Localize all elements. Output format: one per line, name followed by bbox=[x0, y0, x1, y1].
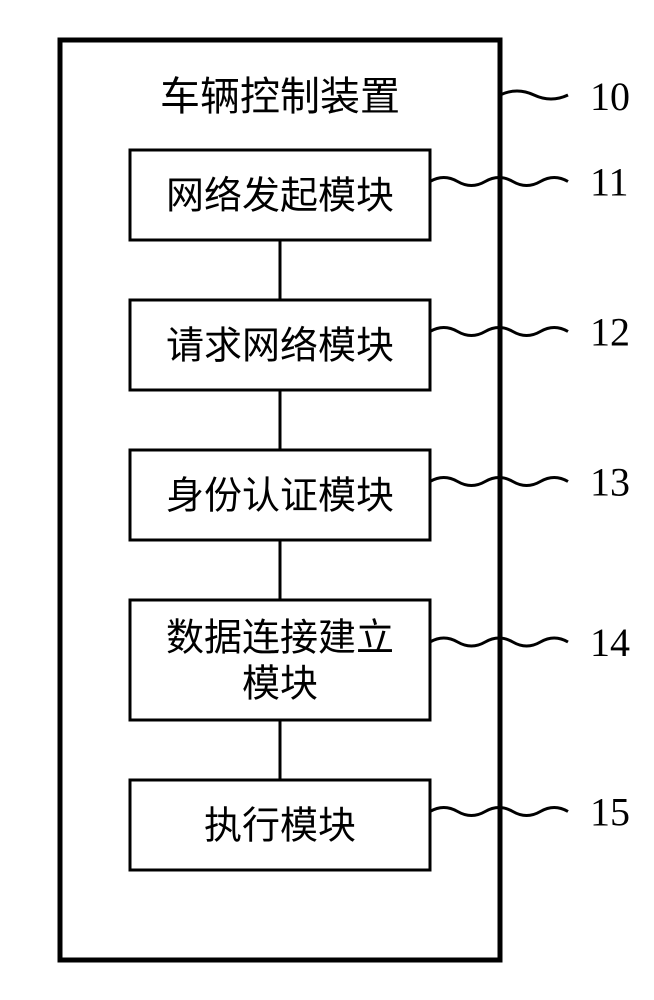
ref-label-12: 12 bbox=[590, 310, 630, 355]
module-label-m4-l1: 模块 bbox=[242, 663, 318, 705]
ref-label-13: 13 bbox=[590, 460, 630, 505]
module-label-m1-l0: 网络发起模块 bbox=[166, 175, 394, 217]
ref-label-15: 15 bbox=[590, 790, 630, 835]
device-title: 车辆控制装置 bbox=[160, 74, 400, 119]
module-label-m4-l0: 数据连接建立 bbox=[166, 617, 394, 659]
ref-label-10: 10 bbox=[590, 74, 630, 119]
module-label-m3-l0: 身份认证模块 bbox=[166, 475, 394, 517]
module-label-m2-l0: 请求网络模块 bbox=[166, 325, 394, 367]
ref-label-11: 11 bbox=[590, 160, 629, 205]
module-label-m5-l0: 执行模块 bbox=[204, 805, 356, 847]
ref-label-14: 14 bbox=[590, 620, 630, 665]
